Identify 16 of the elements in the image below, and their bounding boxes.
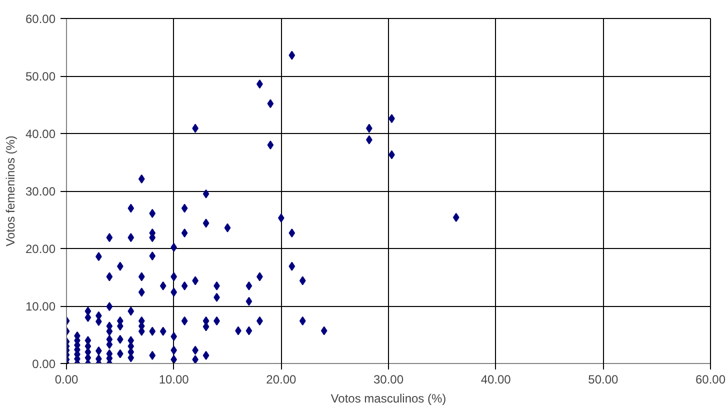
y-tick-label: 20.00 <box>25 242 56 256</box>
x-tick-label: 20.00 <box>266 372 297 386</box>
y-tick-label: 0.00 <box>32 357 56 371</box>
y-tick-label: 60.00 <box>25 12 56 26</box>
y-tick-label: 40.00 <box>25 127 56 141</box>
x-tick-label: 60.00 <box>695 372 726 386</box>
x-tick-label: 50.00 <box>588 372 619 386</box>
x-tick-label: 0.00 <box>54 372 79 386</box>
y-axis-title: Votos femeninos (%) <box>3 136 18 246</box>
x-tick-label: 10.00 <box>158 372 190 386</box>
y-tick-label: 10.00 <box>25 300 56 314</box>
x-axis-title: Votos masculinos (%) <box>330 392 446 406</box>
y-tick-label: 30.00 <box>25 184 56 198</box>
x-tick-label: 30.00 <box>373 372 404 386</box>
y-tick-label: 50.00 <box>25 70 56 84</box>
x-tick-label: 40.00 <box>480 372 512 386</box>
